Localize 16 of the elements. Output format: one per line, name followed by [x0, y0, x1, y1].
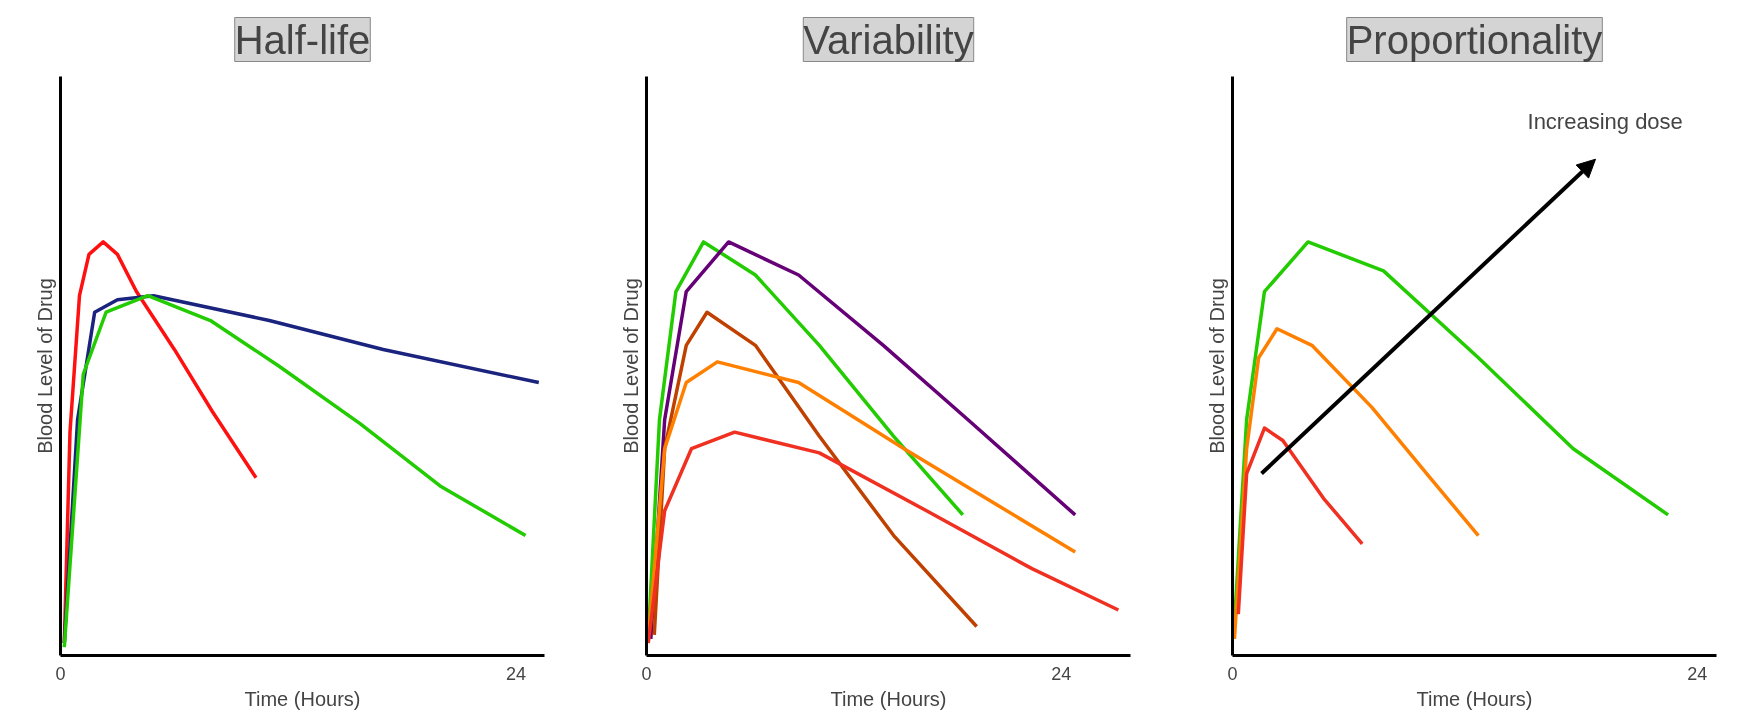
y-axis-title: Blood Level of Drug — [619, 278, 642, 454]
x-tick-label: 24 — [1051, 663, 1072, 684]
x-tick-label: 24 — [1687, 663, 1708, 684]
x-axis-title: Time (Hours) — [244, 687, 361, 710]
x-tick-label: 24 — [506, 663, 527, 684]
chart-title: Proportionality — [1346, 17, 1603, 62]
text: Increasing dose — [1527, 109, 1683, 135]
x-axis-title: Time (Hours) — [1416, 687, 1533, 710]
x-axis-title: Time (Hours) — [830, 687, 947, 710]
chart-title: Half-life — [234, 17, 371, 62]
x-tick-label: 0 — [641, 663, 652, 684]
y-axis-title: Blood Level of Drug — [1205, 278, 1228, 454]
y-axis-title: Blood Level of Drug — [33, 278, 56, 454]
x-tick-label: 0 — [55, 663, 66, 684]
chart-title: Variability — [803, 17, 974, 62]
x-tick-label: 0 — [1227, 663, 1238, 684]
